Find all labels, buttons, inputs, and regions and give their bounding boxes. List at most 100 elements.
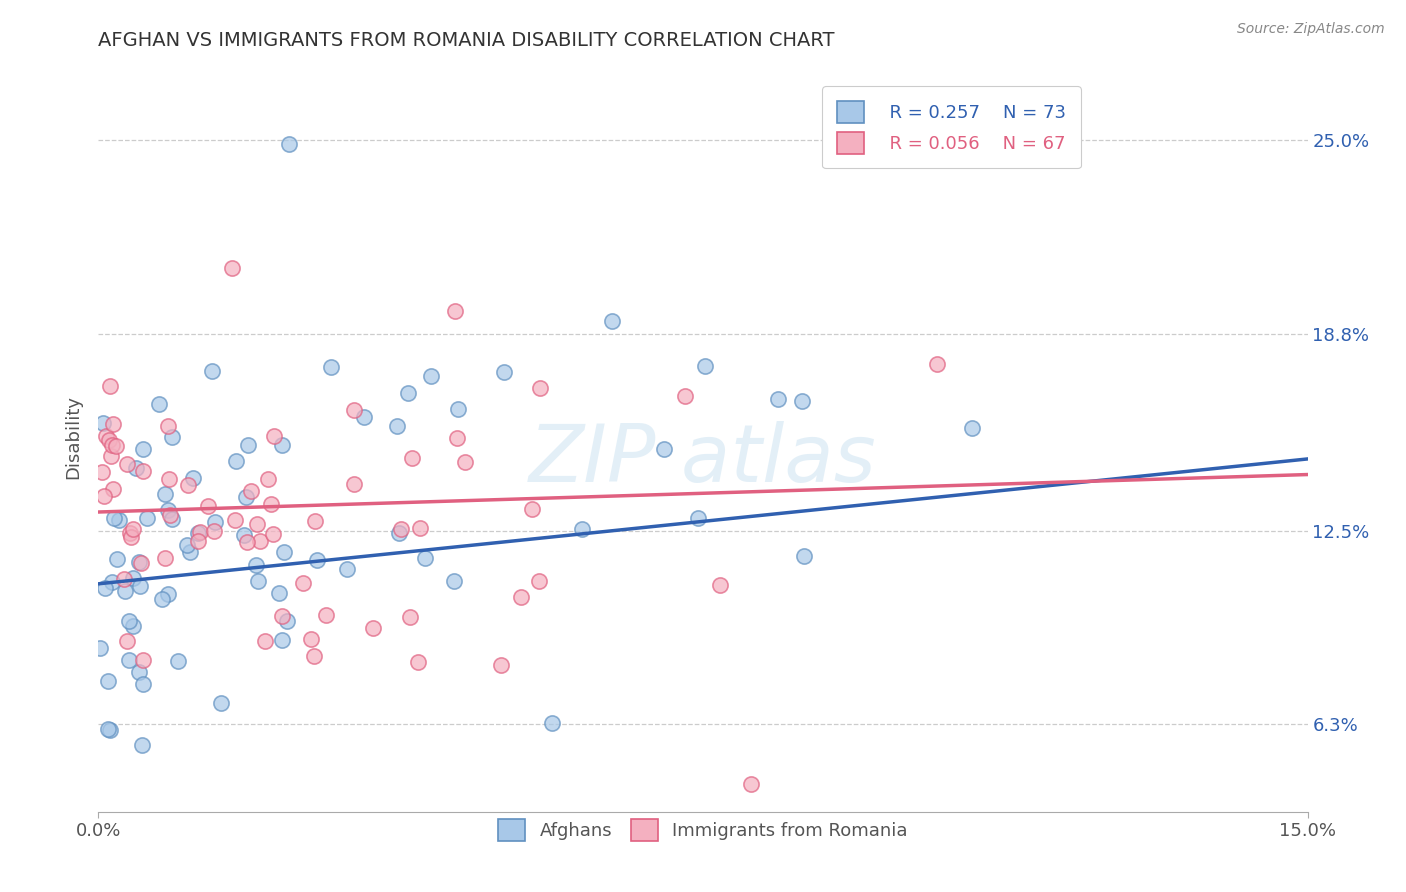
Point [291, 575, 314, 590]
Point [270, 609, 292, 624]
Point [112, 572, 135, 586]
Point [335, 562, 357, 576]
Point [166, 654, 188, 668]
Point [492, 365, 515, 379]
Point [232, 528, 254, 542]
Point [135, 511, 157, 525]
Point [446, 431, 468, 445]
Point [156, 503, 179, 517]
Point [260, 497, 283, 511]
Point [245, 558, 267, 573]
Point [160, 512, 183, 526]
Point [97, 723, 120, 737]
Point [541, 715, 564, 730]
Point [693, 359, 716, 373]
Text: Source: ZipAtlas.com: Source: ZipAtlas.com [1237, 22, 1385, 37]
Point [709, 577, 731, 591]
Point [793, 549, 815, 563]
Point [204, 515, 226, 529]
Point [104, 439, 127, 453]
Point [115, 457, 138, 471]
Point [489, 657, 512, 672]
Point [225, 454, 247, 468]
Point [118, 525, 141, 540]
Point [385, 419, 408, 434]
Point [157, 587, 180, 601]
Point [454, 455, 477, 469]
Point [163, 846, 186, 860]
Point [960, 421, 983, 435]
Point [150, 592, 173, 607]
Text: ZIP atlas: ZIP atlas [529, 420, 877, 499]
Point [443, 574, 465, 589]
Point [246, 516, 269, 531]
Point [925, 357, 948, 371]
Point [249, 533, 271, 548]
Point [319, 359, 342, 374]
Point [94, 581, 117, 595]
Point [262, 527, 284, 541]
Point [408, 655, 430, 669]
Point [740, 777, 762, 791]
Point [675, 389, 697, 403]
Point [181, 471, 204, 485]
Point [413, 551, 436, 566]
Point [98, 433, 121, 447]
Point [342, 402, 364, 417]
Point [299, 632, 322, 646]
Point [122, 522, 145, 536]
Point [205, 852, 228, 866]
Point [792, 394, 814, 409]
Point [148, 397, 170, 411]
Point [388, 526, 411, 541]
Point [652, 442, 675, 457]
Point [101, 417, 124, 431]
Text: AFGHAN VS IMMIGRANTS FROM ROMANIA DISABILITY CORRELATION CHART: AFGHAN VS IMMIGRANTS FROM ROMANIA DISABI… [98, 30, 835, 50]
Point [276, 615, 298, 629]
Point [100, 449, 122, 463]
Point [396, 386, 419, 401]
Point [101, 574, 124, 589]
Point [202, 524, 225, 538]
Point [389, 522, 412, 536]
Point [269, 586, 291, 600]
Point [361, 621, 384, 635]
Point [409, 521, 432, 535]
Point [101, 482, 124, 496]
Point [89, 640, 111, 655]
Point [302, 649, 325, 664]
Point [117, 634, 139, 648]
Point [263, 428, 285, 442]
Point [101, 438, 124, 452]
Point [401, 451, 423, 466]
Point [399, 610, 422, 624]
Point [114, 583, 136, 598]
Point [97, 673, 120, 688]
Point [187, 533, 209, 548]
Point [239, 484, 262, 499]
Point [235, 491, 257, 505]
Point [93, 489, 115, 503]
Point [447, 402, 470, 417]
Point [221, 260, 243, 275]
Point [197, 499, 219, 513]
Point [131, 738, 153, 752]
Point [176, 478, 198, 492]
Point [522, 502, 544, 516]
Point [157, 472, 180, 486]
Point [128, 555, 150, 569]
Point [529, 381, 551, 395]
Point [353, 409, 375, 424]
Point [125, 461, 148, 475]
Point [96, 429, 118, 443]
Point [443, 303, 465, 318]
Point [187, 525, 209, 540]
Point [129, 556, 152, 570]
Point [128, 665, 150, 680]
Point [253, 634, 276, 648]
Point [132, 653, 155, 667]
Point [118, 614, 141, 628]
Point [98, 379, 121, 393]
Point [235, 535, 257, 549]
Point [90, 465, 112, 479]
